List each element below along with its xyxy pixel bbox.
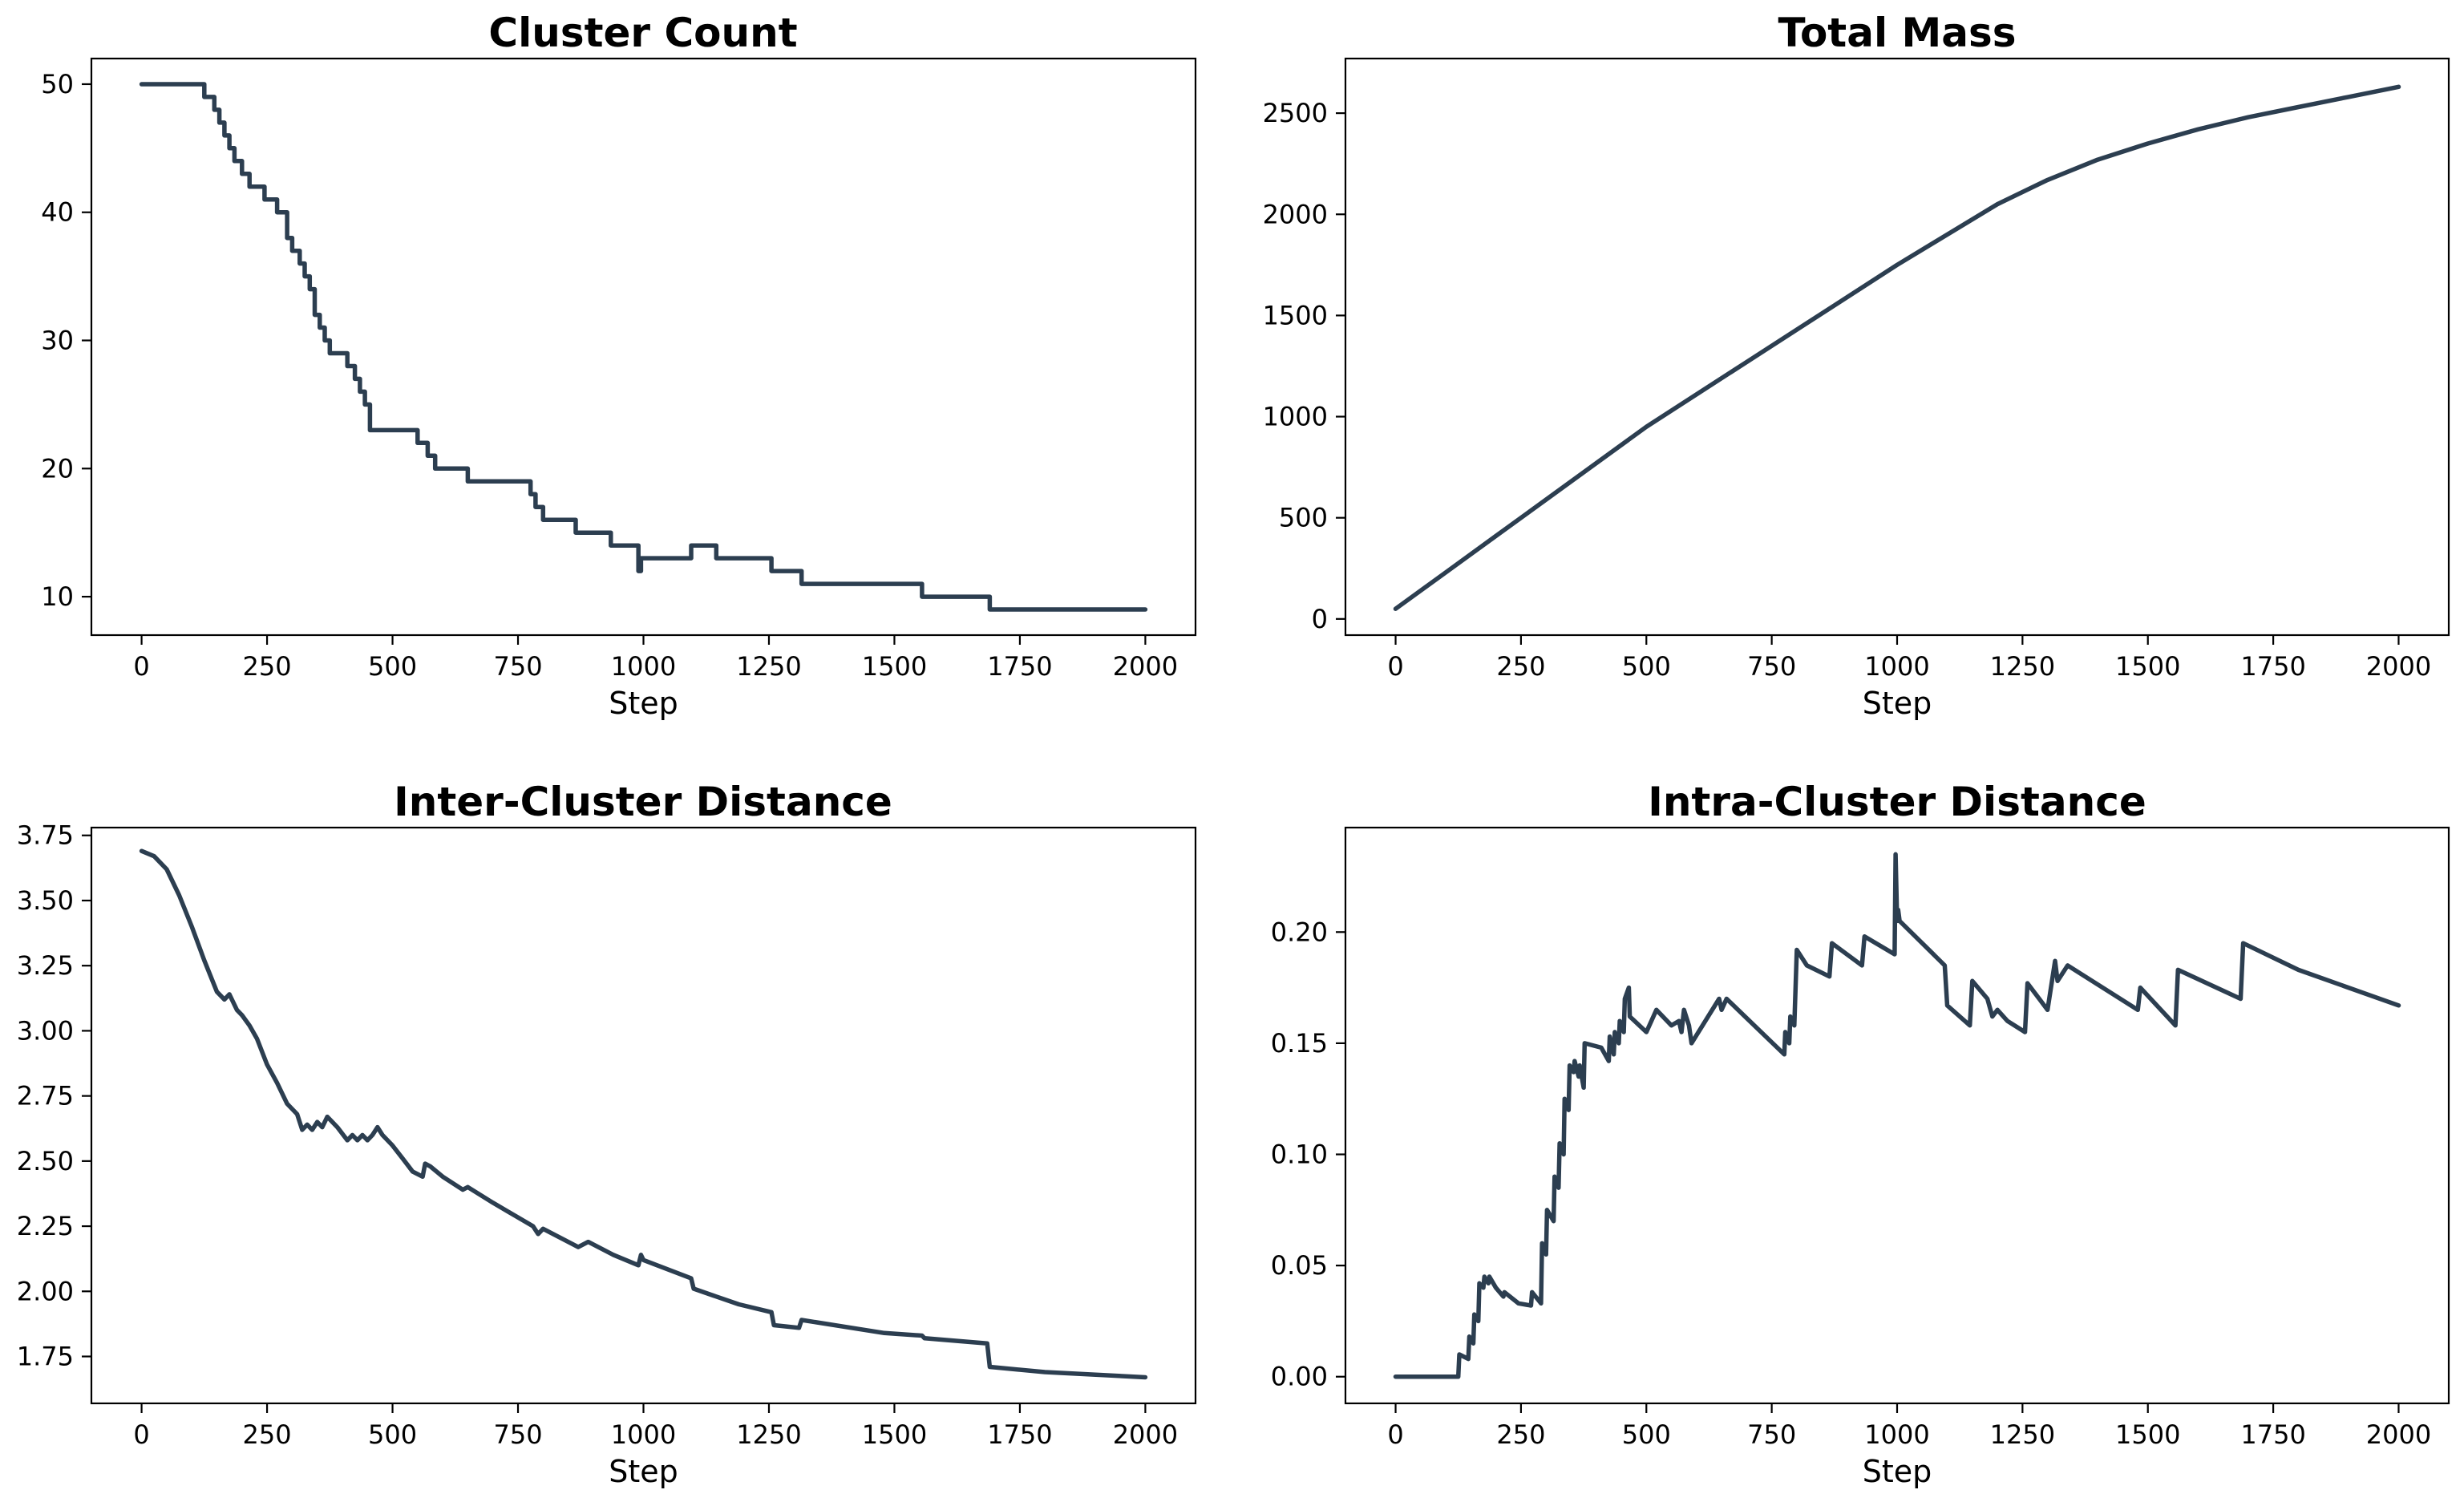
series-line [139,82,1148,612]
y-tick-label: 3.50 [17,885,74,916]
y-tick-label: 3.25 [17,950,74,981]
plot-frame [1344,57,2450,637]
y-tick-label: 2000 [1263,199,1328,229]
x-tick-label: 500 [368,651,417,682]
x-axis-label: Step [1863,1454,1932,1489]
x-tick-label: 500 [1622,651,1671,682]
y-tick-label: 40 [41,197,74,228]
x-tick-label: 1250 [1990,1419,2055,1450]
y-tick-label: 1500 [1263,300,1328,330]
x-tick-label: 750 [1747,651,1796,682]
panel-total-mass: Total Mass 0 250 500 750 1000 1250 1500 1750 200… [1263,10,2450,721]
x-tick-label: 0 [133,651,149,682]
x-tick-label: 1750 [2240,651,2305,682]
x-tick-label: 1750 [987,1419,1052,1450]
panel-title: Cluster Count [488,10,797,56]
y-tick-label: 2500 [1263,98,1328,128]
x-tick-label: 250 [1496,1419,1545,1450]
panel-title: Intra-Cluster Distance [1648,779,2146,825]
x-tick-label: 0 [1387,1419,1403,1450]
x-tick-label: 1500 [2115,651,2180,682]
x-axis-label: Step [609,686,678,721]
series-line [1393,84,2401,611]
y-tick-label: 10 [41,581,74,612]
y-tick-label: 1000 [1263,402,1328,432]
series-line [139,848,1148,1380]
x-tick-label: 250 [243,651,292,682]
y-tick-label: 50 [41,69,74,99]
y-tick-label: 0.15 [1271,1028,1328,1059]
y-tick-label: 2.25 [17,1211,74,1241]
x-tick-label: 1500 [862,651,927,682]
x-axis-label: Step [609,1454,678,1489]
x-tick-label: 1000 [611,1419,676,1450]
panel-intra-cluster-distance: Intra-Cluster Distance 0 250 500 750 1000 125… [1271,779,2450,1489]
panel-title: Inter-Cluster Distance [394,779,892,825]
y-tick-label: 0.00 [1271,1362,1328,1392]
x-tick-label: 750 [493,651,542,682]
plot-frame [90,57,1197,637]
y-tick-label: 3.00 [17,1015,74,1046]
y-tick-label: 30 [41,326,74,356]
panel-title: Total Mass [1778,10,2016,56]
x-tick-label: 0 [1387,651,1403,682]
x-tick-label: 1500 [862,1419,927,1450]
x-tick-label: 750 [1747,1419,1796,1450]
y-tick-label: 3.75 [17,820,74,851]
x-tick-label: 2000 [2366,651,2431,682]
x-tick-label: 1000 [611,651,676,682]
panel-inter-cluster-distance: Inter-Cluster Distance 0 250 500 750 1000 125… [17,779,1197,1489]
x-tick-label: 500 [368,1419,417,1450]
x-tick-label: 2000 [1113,1419,1178,1450]
x-tick-label: 2000 [2366,1419,2431,1450]
panel-cluster-count: Cluster Count 0 250 500 750 1000 1250 1500 1750… [41,10,1197,721]
plot-frame [90,826,1197,1405]
series-line [1393,852,2401,1379]
y-tick-label: 2.75 [17,1081,74,1111]
x-axis-label: Step [1863,686,1932,721]
x-tick-label: 0 [133,1419,149,1450]
y-tick-label: 2.50 [17,1146,74,1176]
x-tick-label: 1500 [2115,1419,2180,1450]
x-tick-label: 2000 [1113,651,1178,682]
x-tick-label: 1000 [1864,651,1929,682]
x-tick-label: 1250 [736,1419,801,1450]
x-tick-label: 1750 [2240,1419,2305,1450]
y-tick-label: 20 [41,453,74,484]
y-tick-label: 0.10 [1271,1140,1328,1170]
y-tick-label: 0.20 [1271,917,1328,947]
x-tick-label: 750 [493,1419,542,1450]
x-tick-label: 250 [243,1419,292,1450]
y-tick-label: 0.05 [1271,1250,1328,1281]
x-tick-label: 1250 [736,651,801,682]
y-tick-label: 1.75 [17,1342,74,1372]
x-tick-label: 1250 [1990,651,2055,682]
x-tick-label: 1750 [987,651,1052,682]
y-tick-label: 2.00 [17,1276,74,1306]
x-tick-label: 1000 [1864,1419,1929,1450]
y-tick-label: 500 [1279,503,1328,533]
y-tick-label: 0 [1312,604,1328,634]
x-tick-label: 250 [1496,651,1545,682]
x-tick-label: 500 [1622,1419,1671,1450]
